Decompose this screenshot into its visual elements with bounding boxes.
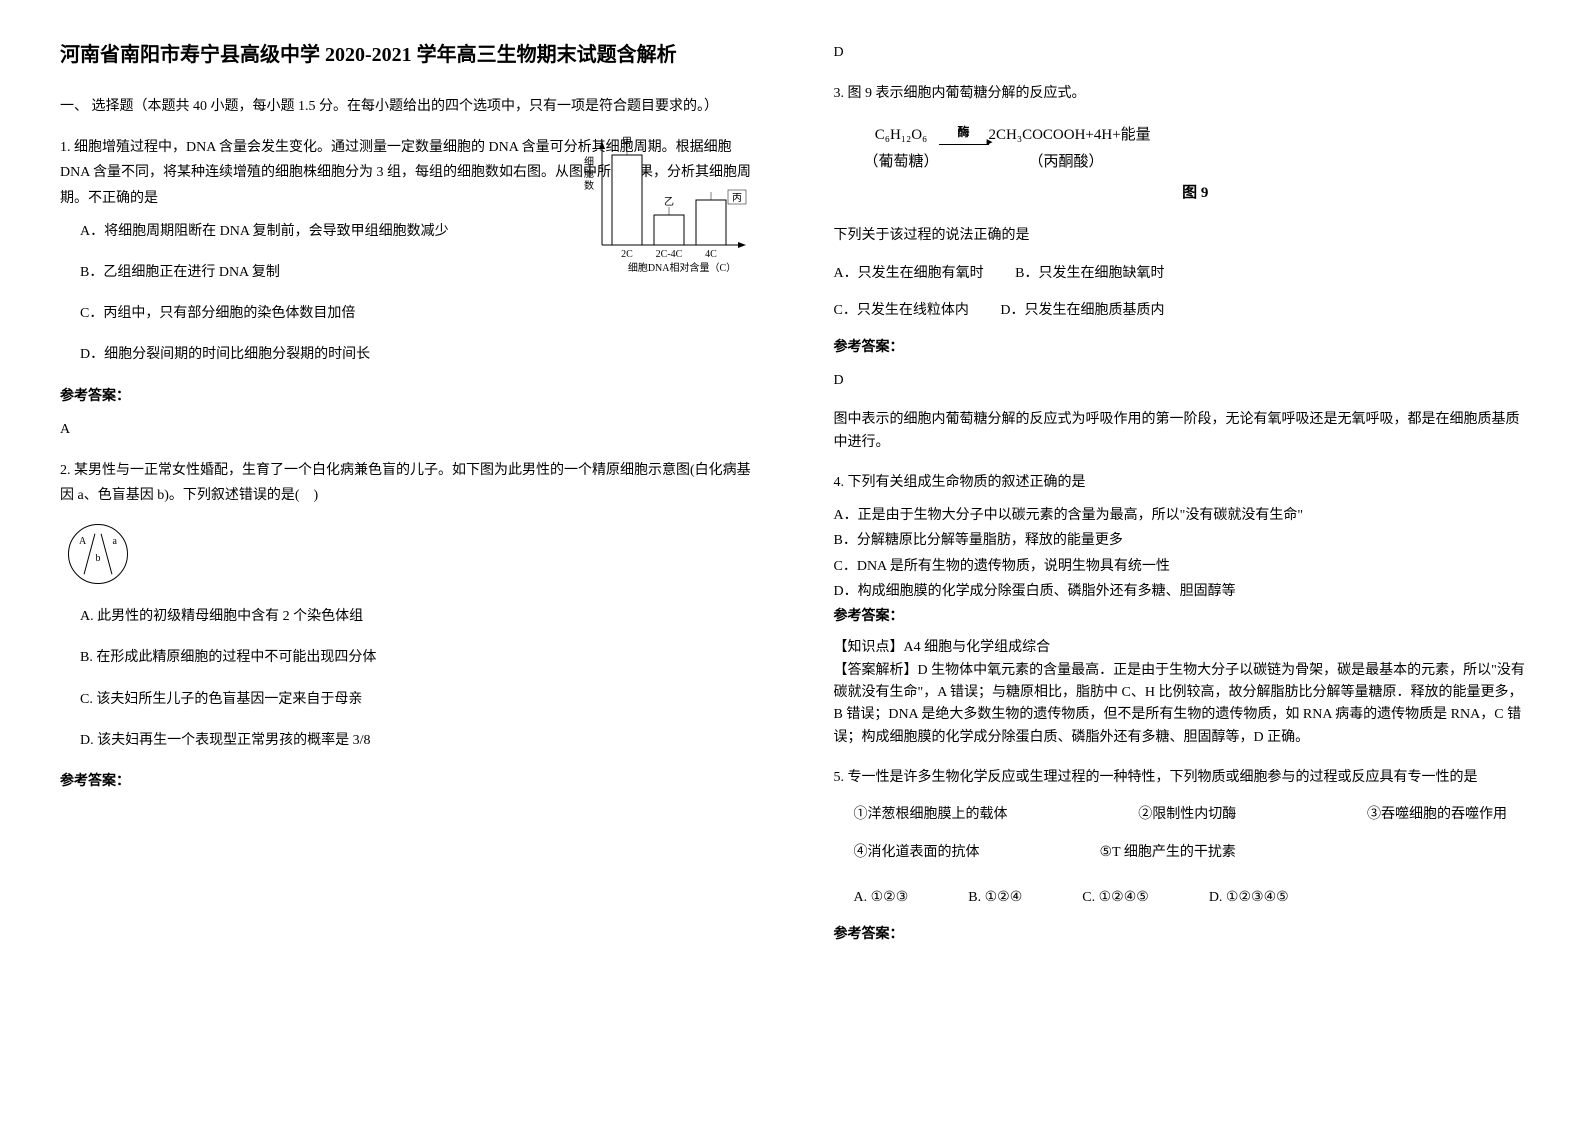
q5-item-5: ⑤T 细胞产生的干扰素 — [1100, 840, 1236, 865]
answer-label: 参考答案： — [834, 335, 1528, 360]
q4-knowledge: 【知识点】A4 细胞与化学组成综合 — [834, 637, 1528, 659]
q5-items-row2: ④消化道表面的抗体 ⑤T 细胞产生的干扰素 — [854, 840, 1508, 865]
cell-label-aa: a — [113, 533, 117, 551]
q1-option-c: C．丙组中，只有部分细胞的染色体数目加倍 — [80, 301, 554, 326]
q3-option-a: A．只发生在细胞有氧时 — [834, 266, 984, 281]
formula-arrow: 酶 — [939, 122, 989, 145]
svg-text:2C-4C: 2C-4C — [655, 249, 682, 260]
q4-text: 4. 下列有关组成生命物质的叙述正确的是 — [834, 470, 1528, 495]
q1-option-a: A．将细胞周期阻断在 DNA 复制前，会导致甲组细胞数减少 — [80, 219, 554, 244]
svg-text:胞: 胞 — [584, 168, 594, 180]
page-container: 河南省南阳市寿宁县高级中学 2020-2021 学年高三生物期末试题含解析 一、… — [60, 40, 1527, 963]
q5-item-2: ②限制性内切酶 — [1138, 802, 1236, 827]
q3-option-b: B．只发生在细胞缺氧时 — [1015, 266, 1164, 281]
cell-label-a: A — [79, 533, 86, 551]
q3-text: 3. 图 9 表示细胞内葡萄糖分解的反应式。 — [834, 81, 1528, 106]
q2-option-a: A. 此男性的初级精母细胞中含有 2 个染色体组 — [80, 604, 754, 629]
question-3: 3. 图 9 表示细胞内葡萄糖分解的反应式。 C₆H₁₂O₆ （葡萄糖） 酶 2… — [834, 81, 1528, 454]
q4-option-a: A．正是由于生物大分子中以碳元素的含量为最高，所以"没有碳就没有生命" — [834, 503, 1528, 528]
answer-label: 参考答案： — [60, 769, 754, 794]
cell-line-2 — [101, 534, 113, 575]
svg-text:2C: 2C — [621, 249, 633, 260]
q5-item-4: ④消化道表面的抗体 — [854, 840, 980, 865]
chemical-formula: C₆H₁₂O₆ （葡萄糖） 酶 2CH₃COCOOH+4H+能量 （丙酮酸） 图… — [864, 122, 1528, 207]
q4-explain: 【答案解析】D 生物体中氧元素的含量最高．正是由于生物大分子以碳链为骨架，碳是最… — [834, 660, 1528, 750]
q5-option-b: B. ①②④ — [968, 885, 1022, 910]
q3-option-c: C．只发生在线粒体内 — [834, 303, 969, 318]
formula-left: C₆H₁₂O₆ — [875, 127, 928, 143]
svg-text:4C: 4C — [705, 249, 717, 260]
q3-answer: D — [834, 368, 1528, 393]
q5-option-c: C. ①②④⑤ — [1082, 885, 1149, 910]
q3-subtext: 下列关于该过程的说法正确的是 — [834, 223, 1528, 248]
formula-left-label: （葡萄糖） — [864, 154, 939, 170]
q5-text: 5. 专一性是许多生物化学反应或生理过程的一种特性，下列物质或细胞参与的过程或反… — [834, 765, 1528, 790]
answer-label: 参考答案： — [834, 922, 1528, 947]
q4-option-b: B．分解糖原比分解等量脂肪，释放的能量更多 — [834, 528, 1528, 553]
question-5: 5. 专一性是许多生物化学反应或生理过程的一种特性，下列物质或细胞参与的过程或反… — [834, 765, 1528, 947]
q5-option-a: A. ①②③ — [854, 885, 909, 910]
svg-text:细: 细 — [584, 155, 594, 168]
q2-option-b: B. 在形成此精原细胞的过程中不可能出现四分体 — [80, 645, 754, 670]
q5-choices: A. ①②③ B. ①②④ C. ①②④⑤ D. ①②③④⑤ — [854, 885, 1528, 910]
q1-answer: A — [60, 417, 754, 442]
q4-option-d: D．构成细胞膜的化学成分除蛋白质、磷脂外还有多糖、胆固醇等 — [834, 579, 1528, 604]
formula-right: 2CH₃COCOOH+4H+能量 — [989, 127, 1151, 143]
q2-text: 2. 某男性与一正常女性婚配，生育了一个白化病兼色盲的儿子。如下图为此男性的一个… — [60, 458, 754, 508]
q3-options-row1: A．只发生在细胞有氧时 B．只发生在细胞缺氧时 — [834, 261, 1528, 286]
q5-items-row1: ①洋葱根细胞膜上的载体 ②限制性内切酶 ③吞噬细胞的吞噬作用 — [854, 802, 1508, 827]
left-column: 河南省南阳市寿宁县高级中学 2020-2021 学年高三生物期末试题含解析 一、… — [60, 40, 754, 963]
bar-chart: 细胞数 甲乙 丙 2C 2C-4C 4C细胞DNA相对含量（C） — [574, 135, 754, 275]
question-2: 2. 某男性与一正常女性婚配，生育了一个白化病兼色盲的儿子。如下图为此男性的一个… — [60, 458, 754, 794]
q5-item-1: ①洋葱根细胞膜上的载体 — [854, 802, 1008, 827]
q2-options: A. 此男性的初级精母细胞中含有 2 个染色体组 B. 在形成此精原细胞的过程中… — [60, 604, 754, 753]
q5-item-3: ③吞噬细胞的吞噬作用 — [1367, 802, 1507, 827]
answer-label: 参考答案： — [60, 384, 754, 409]
q2-answer: D — [834, 40, 1528, 65]
question-1: 1. 细胞增殖过程中，DNA 含量会发生变化。通过测量一定数量细胞的 DNA 含… — [60, 135, 754, 442]
q5-option-d: D. ①②③④⑤ — [1209, 885, 1289, 910]
answer-label: 参考答案： — [834, 604, 1528, 629]
q2-option-d: D. 该夫妇再生一个表现型正常男孩的概率是 3/8 — [80, 728, 754, 753]
svg-text:细胞DNA相对含量（C）: 细胞DNA相对含量（C） — [627, 261, 735, 274]
q3-explain: 图中表示的细胞内葡萄糖分解的反应式为呼吸作用的第一阶段，无论有氧呼吸还是无氧呼吸… — [834, 409, 1528, 454]
svg-text:甲: 甲 — [622, 137, 632, 148]
question-4: 4. 下列有关组成生命物质的叙述正确的是 A．正是由于生物大分子中以碳元素的含量… — [834, 470, 1528, 749]
cell-label-b: b — [96, 550, 101, 568]
formula-right-label: （丙酮酸） — [1029, 154, 1104, 170]
q1-option-b: B．乙组细胞正在进行 DNA 复制 — [80, 260, 554, 285]
cell-diagram: A a b — [68, 524, 128, 584]
q1-option-d: D．细胞分裂间期的时间比细胞分裂期的时间长 — [80, 342, 554, 367]
svg-text:乙: 乙 — [664, 196, 674, 208]
svg-text:数: 数 — [584, 179, 594, 192]
svg-text:丙: 丙 — [732, 193, 742, 204]
right-column: D 3. 图 9 表示细胞内葡萄糖分解的反应式。 C₆H₁₂O₆ （葡萄糖） 酶… — [834, 40, 1528, 963]
q3-options-row2: C．只发生在线粒体内 D．只发生在细胞质基质内 — [834, 298, 1528, 323]
formula-enzyme: 酶 — [939, 122, 989, 144]
q2-option-c: C. 该夫妇所生儿子的色盲基因一定来自于母亲 — [80, 687, 754, 712]
q3-option-d: D．只发生在细胞质基质内 — [1000, 303, 1164, 318]
formula-caption: 图 9 — [864, 180, 1528, 207]
section-header: 一、 选择题（本题共 40 小题，每小题 1.5 分。在每小题给出的四个选项中，… — [60, 94, 754, 119]
q4-option-c: C．DNA 是所有生物的遗传物质，说明生物具有统一性 — [834, 554, 1528, 579]
document-title: 河南省南阳市寿宁县高级中学 2020-2021 学年高三生物期末试题含解析 — [60, 40, 754, 70]
